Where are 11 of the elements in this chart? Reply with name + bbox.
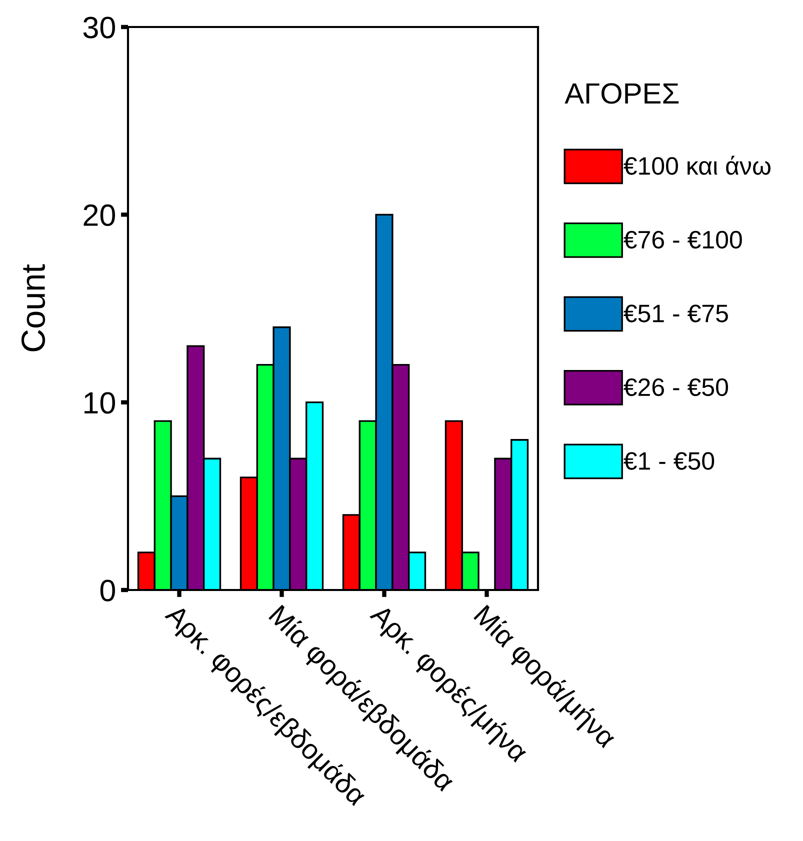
legend-title: ΑΓΟΡΕΣ (564, 83, 679, 104)
y-axis-title: Count (21, 264, 46, 352)
y-tick-label: 30 (83, 16, 116, 38)
y-tick-label: 10 (84, 392, 116, 414)
legend-label: €1 - €50 (624, 452, 714, 470)
legend-label: €51 - €75 (624, 304, 728, 322)
y-tick-label: 20 (84, 204, 116, 226)
y-tick-label: 0 (100, 580, 115, 602)
legend-label: €76 - €100 (624, 230, 742, 249)
legend-label: €100 και άνω (624, 156, 770, 175)
legend-label: €26 - €50 (624, 378, 728, 396)
